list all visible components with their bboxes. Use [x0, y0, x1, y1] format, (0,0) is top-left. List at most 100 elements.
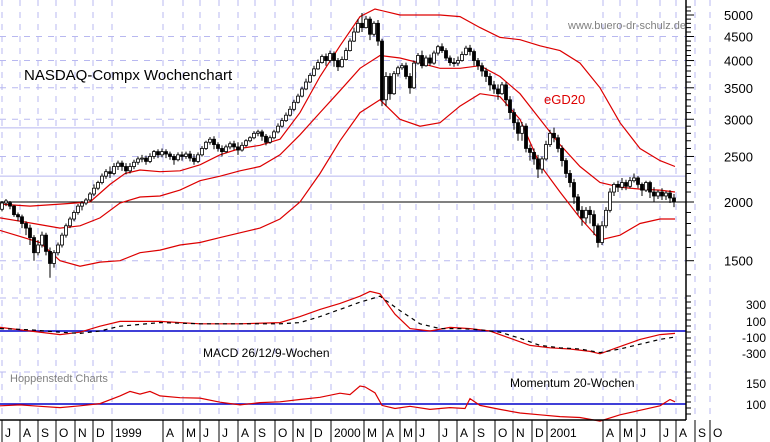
candle: [268, 135, 272, 144]
candle: [492, 80, 496, 94]
candle: [368, 16, 372, 41]
macd-panel: [0, 290, 676, 355]
candle: [312, 65, 316, 77]
candle-body: [444, 50, 448, 59]
candle: [172, 154, 176, 165]
candle: [348, 38, 352, 52]
grid: [0, 0, 711, 420]
candle: [452, 58, 456, 67]
candle: [284, 112, 288, 122]
candle-body: [260, 131, 264, 137]
candle-body: [156, 151, 160, 156]
candle-body: [588, 209, 592, 216]
month-label: J: [442, 426, 448, 440]
candle: [508, 96, 512, 120]
candle-body: [224, 146, 228, 153]
candle: [212, 136, 216, 150]
candle-body: [220, 148, 224, 153]
candle: [232, 140, 236, 151]
reference-lines: [0, 201, 686, 405]
chart-title: NASDAQ-Compx Wochenchart: [24, 67, 233, 84]
candle: [404, 62, 408, 80]
candle: [332, 51, 336, 67]
candle: [104, 169, 108, 179]
candle: [568, 169, 572, 188]
candle-body: [552, 132, 556, 139]
candle-body: [132, 161, 136, 167]
candle: [92, 184, 96, 196]
candle: [436, 44, 440, 56]
candle-body: [632, 177, 636, 182]
candle-body: [424, 57, 428, 67]
candle-body: [528, 148, 532, 153]
candle-body: [664, 192, 668, 197]
month-label: O: [713, 426, 722, 440]
candle: [8, 200, 12, 210]
candle: [376, 19, 380, 46]
candle-body: [464, 47, 468, 55]
candle-body: [472, 51, 476, 61]
candle-body: [264, 135, 268, 143]
candle-body: [188, 153, 192, 159]
candle-body: [196, 154, 200, 162]
candle: [272, 129, 276, 140]
candle: [116, 160, 120, 170]
candle: [340, 56, 344, 68]
macd-tick-label: -300: [742, 347, 766, 361]
candle: [632, 173, 636, 183]
month-label: D: [96, 426, 105, 440]
candle: [536, 154, 540, 178]
candle: [280, 117, 284, 128]
candle: [388, 73, 392, 100]
candle-body: [384, 76, 388, 101]
candle-body: [388, 76, 392, 95]
candle-body: [4, 200, 8, 204]
candle: [228, 141, 232, 150]
candle: [360, 12, 364, 33]
candle-body: [508, 99, 512, 113]
candle: [580, 206, 584, 226]
candle-body: [448, 57, 452, 63]
candle: [292, 99, 296, 112]
candle: [308, 73, 312, 84]
egd20-bands: [0, 8, 676, 267]
candle-body: [136, 158, 140, 163]
month-label: S: [477, 426, 485, 440]
candle: [500, 82, 504, 95]
candle-body: [416, 55, 420, 64]
candle-body: [344, 50, 348, 60]
candle-body: [40, 234, 44, 246]
candle-body: [180, 154, 184, 157]
candle-body: [336, 60, 340, 68]
macd-macd-line: [0, 290, 676, 355]
candle-body: [428, 57, 432, 64]
month-label: J: [5, 426, 11, 440]
candle: [408, 73, 412, 94]
candle: [548, 129, 552, 147]
price-tick-label: 3500: [724, 81, 753, 96]
candle-body: [152, 151, 156, 157]
price-tick-label: 5000: [724, 8, 753, 23]
candle-body: [28, 227, 32, 238]
candle-body: [488, 76, 492, 86]
candle: [36, 240, 40, 256]
candle: [28, 224, 32, 246]
candle-body: [512, 112, 516, 124]
candle: [560, 145, 564, 167]
candle-body: [272, 131, 276, 139]
candle-body: [468, 47, 472, 52]
candle: [196, 152, 200, 164]
band-middle: [0, 54, 676, 229]
candle: [156, 149, 160, 159]
candle: [364, 15, 368, 29]
candle-body: [124, 166, 128, 172]
candle: [416, 53, 420, 65]
candle: [136, 156, 140, 165]
candle-body: [348, 40, 352, 51]
candle: [320, 54, 324, 64]
candle-body: [248, 137, 252, 142]
candle: [484, 67, 488, 83]
candle: [204, 140, 208, 151]
price-candles: [0, 12, 676, 278]
